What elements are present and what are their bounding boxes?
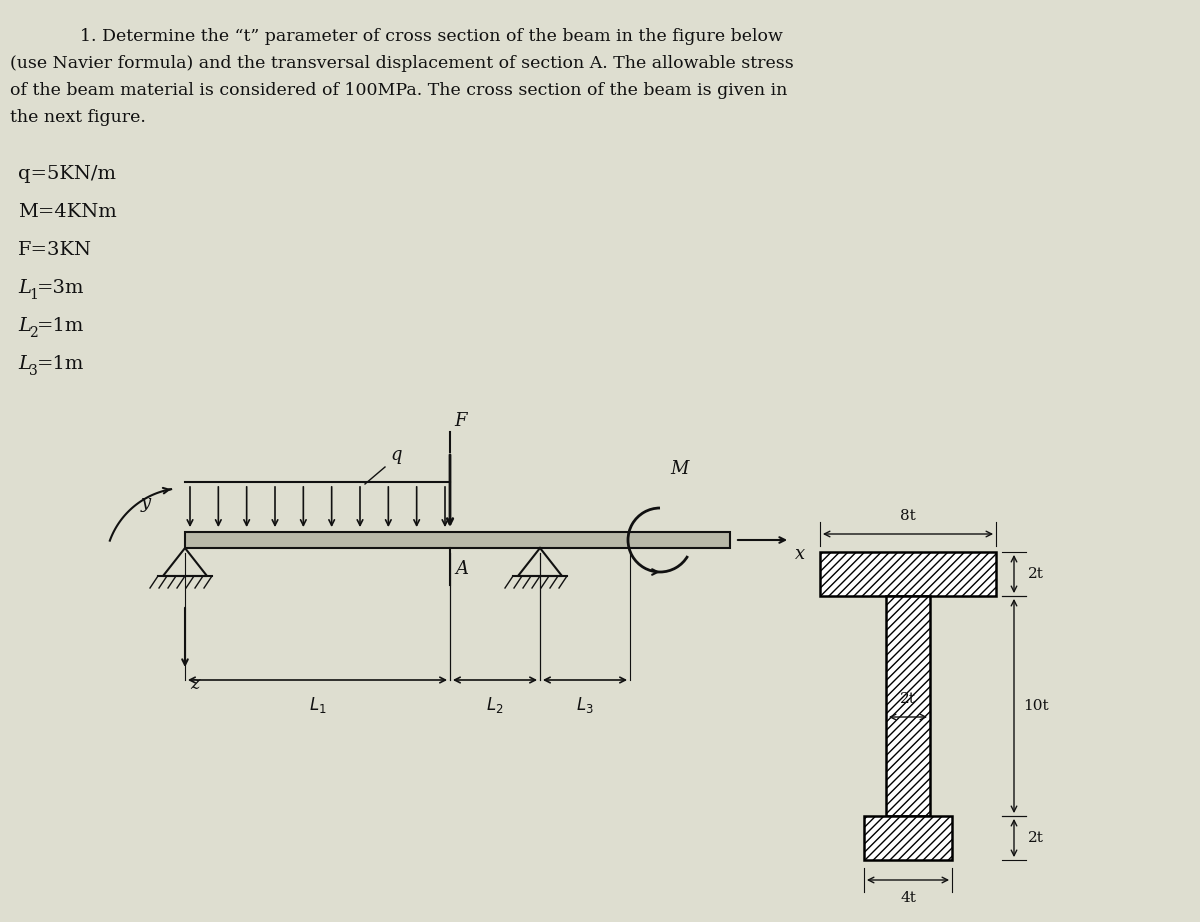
Polygon shape <box>820 552 996 596</box>
Text: q=5KN/m: q=5KN/m <box>18 165 116 183</box>
Text: 8t: 8t <box>900 509 916 523</box>
Text: A: A <box>455 560 468 578</box>
Text: F: F <box>454 412 467 430</box>
Text: =1m: =1m <box>37 355 84 373</box>
Text: 2t: 2t <box>900 692 916 706</box>
Text: M: M <box>670 460 689 478</box>
Text: 10t: 10t <box>1024 699 1049 713</box>
Text: $L_3$: $L_3$ <box>576 695 594 715</box>
Text: $L_1$: $L_1$ <box>308 695 326 715</box>
Text: L: L <box>18 355 31 373</box>
Text: the next figure.: the next figure. <box>10 109 146 126</box>
Text: $L_2$: $L_2$ <box>486 695 504 715</box>
Text: 3: 3 <box>29 364 37 378</box>
Text: x: x <box>796 545 805 563</box>
Text: 2: 2 <box>29 326 37 340</box>
Text: (use Navier formula) and the transversal displacement of section A. The allowabl: (use Navier formula) and the transversal… <box>10 55 793 72</box>
Text: 2t: 2t <box>1028 567 1044 581</box>
Text: z: z <box>190 675 199 693</box>
Text: 1: 1 <box>29 288 38 302</box>
Text: =1m: =1m <box>37 317 84 335</box>
Text: 4t: 4t <box>900 891 916 905</box>
Polygon shape <box>864 816 952 860</box>
Text: L: L <box>18 317 31 335</box>
Text: y: y <box>140 494 151 513</box>
Text: =3m: =3m <box>37 279 84 297</box>
Text: 1. Determine the “t” parameter of cross section of the beam in the figure below: 1. Determine the “t” parameter of cross … <box>80 28 782 45</box>
Text: L: L <box>18 279 31 297</box>
Text: 2t: 2t <box>1028 831 1044 845</box>
Polygon shape <box>886 596 930 816</box>
Text: of the beam material is considered of 100MPa. The cross section of the beam is g: of the beam material is considered of 10… <box>10 82 787 99</box>
Polygon shape <box>185 532 730 548</box>
Text: M=4KNm: M=4KNm <box>18 203 116 221</box>
Text: F=3KN: F=3KN <box>18 241 92 259</box>
Text: q: q <box>390 446 402 464</box>
